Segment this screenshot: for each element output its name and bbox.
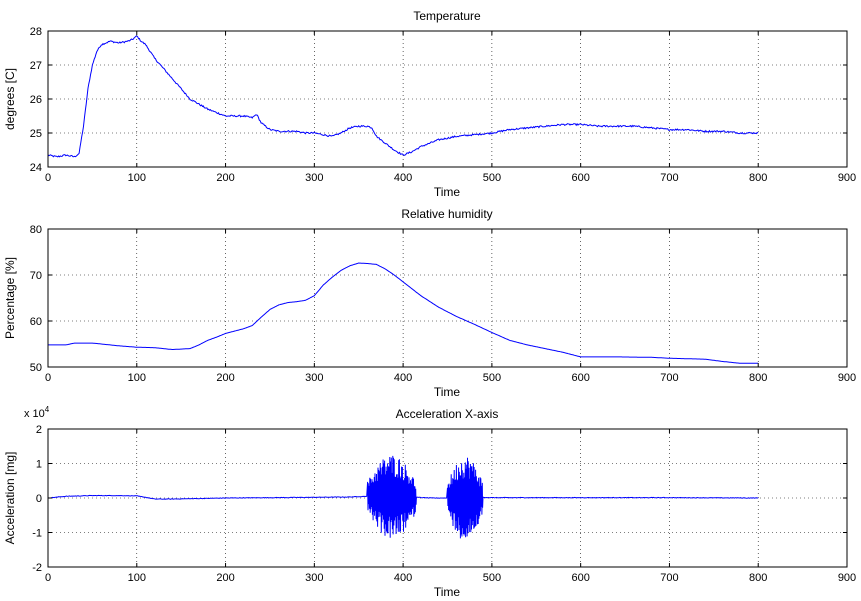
x-tick-label: 800 <box>749 372 767 384</box>
series-layer <box>47 455 759 539</box>
x-tick-label: 600 <box>571 172 589 184</box>
y-ticks: 24 25 26 27 28 <box>30 26 847 174</box>
y-axis-label: Acceleration [mg] <box>3 452 17 545</box>
y-axis-label: Percentage [%] <box>3 257 17 339</box>
x-tick-label: 700 <box>660 172 678 184</box>
x-tick-label: 700 <box>660 572 678 584</box>
acceleration-chart: 0 100 200 300 400 500 600 700 800 900 -2 -1 0 1 2 Acc… <box>3 405 856 599</box>
y-multiplier-exponent: 4 <box>45 405 50 414</box>
y-tick-label: 1 <box>36 459 42 471</box>
y-axis-label: degrees [C] <box>3 68 17 130</box>
temperature-chart: 0 100 200 300 400 500 600 700 800 900 2425262728 … <box>3 9 856 199</box>
y-multiplier: x 104 <box>24 405 50 420</box>
x-tick-label: 100 <box>128 172 146 184</box>
x-tick-label: 400 <box>394 372 412 384</box>
y-tick-label: 24 <box>30 162 42 174</box>
y-tick-label: 2 <box>36 424 42 436</box>
x-tick-label: 800 <box>749 572 767 584</box>
plot-area <box>48 229 847 367</box>
series-layer <box>47 35 759 158</box>
x-tick-label: 200 <box>216 172 234 184</box>
y-tick-label: 28 <box>30 26 42 38</box>
x-tick-label: 500 <box>483 372 501 384</box>
x-tick-label: 300 <box>305 572 323 584</box>
x-tick-label: 500 <box>483 172 501 184</box>
x-axis-label: Time <box>434 385 461 399</box>
x-tick-label: 0 <box>45 572 51 584</box>
x-tick-label: 0 <box>45 172 51 184</box>
series-line <box>48 262 759 364</box>
y-tick-label: 60 <box>30 316 42 328</box>
chart-title: Temperature <box>413 9 481 23</box>
y-tick-label: 0 <box>36 493 42 505</box>
chart-title: Relative humidity <box>401 207 492 221</box>
x-tick-label: 900 <box>838 172 856 184</box>
y-ticks: -2 -1 0 1 2 <box>32 424 847 574</box>
x-tick-label: 300 <box>305 172 323 184</box>
x-tick-label: 700 <box>660 372 678 384</box>
x-ticks: 0 100 200 300 400 500 600 700 800 900 <box>45 429 856 584</box>
humidity-chart: 0 100 200 300 400 500 600 700 800 900 50 60 70 80 Re… <box>3 207 856 399</box>
x-tick-label: 300 <box>305 372 323 384</box>
y-tick-label: -2 <box>32 562 42 574</box>
y-tick-label: 27 <box>30 60 42 72</box>
x-tick-label: 400 <box>394 572 412 584</box>
x-ticks: 0 100 200 300 400 500 600 700 800 900 <box>45 31 856 184</box>
y-tick-label: 80 <box>30 224 42 236</box>
y-tick-label: 25 <box>30 128 42 140</box>
grid <box>48 31 847 167</box>
x-tick-label: 200 <box>216 572 234 584</box>
x-tick-label: 400 <box>394 172 412 184</box>
x-tick-label: 600 <box>571 572 589 584</box>
grid <box>48 229 847 367</box>
x-tick-label: 100 <box>128 572 146 584</box>
x-tick-label: 900 <box>838 372 856 384</box>
y-tick-label: 70 <box>30 270 42 282</box>
series-layer <box>48 262 759 364</box>
series-line <box>47 455 759 539</box>
x-ticks: 0 100 200 300 400 500 600 700 800 900 <box>45 229 856 384</box>
series-line <box>47 35 759 158</box>
y-tick-label: -1 <box>32 528 42 540</box>
y-tick-label: 50 <box>30 362 42 374</box>
x-axis-label: Time <box>434 185 461 199</box>
x-tick-label: 800 <box>749 172 767 184</box>
x-tick-label: 500 <box>483 572 501 584</box>
x-tick-label: 600 <box>571 372 589 384</box>
chart-title: Acceleration X-axis <box>396 407 499 421</box>
plot-area <box>48 31 847 167</box>
x-tick-label: 900 <box>838 572 856 584</box>
y-multiplier-base: x 10 <box>24 408 45 420</box>
x-axis-label: Time <box>434 585 461 599</box>
x-tick-label: 200 <box>216 372 234 384</box>
x-tick-label: 100 <box>128 372 146 384</box>
y-tick-label: 26 <box>30 94 42 106</box>
axes-box <box>47 228 848 368</box>
x-tick-label: 0 <box>45 372 51 384</box>
y-ticks: 50 60 70 80 <box>30 224 847 374</box>
